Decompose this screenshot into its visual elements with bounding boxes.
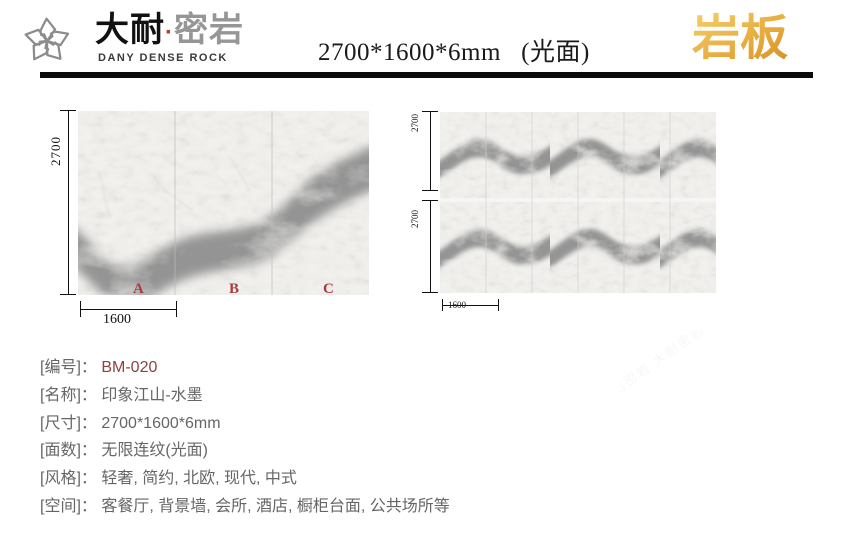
svg-text:岩板: 岩板 (691, 12, 788, 65)
